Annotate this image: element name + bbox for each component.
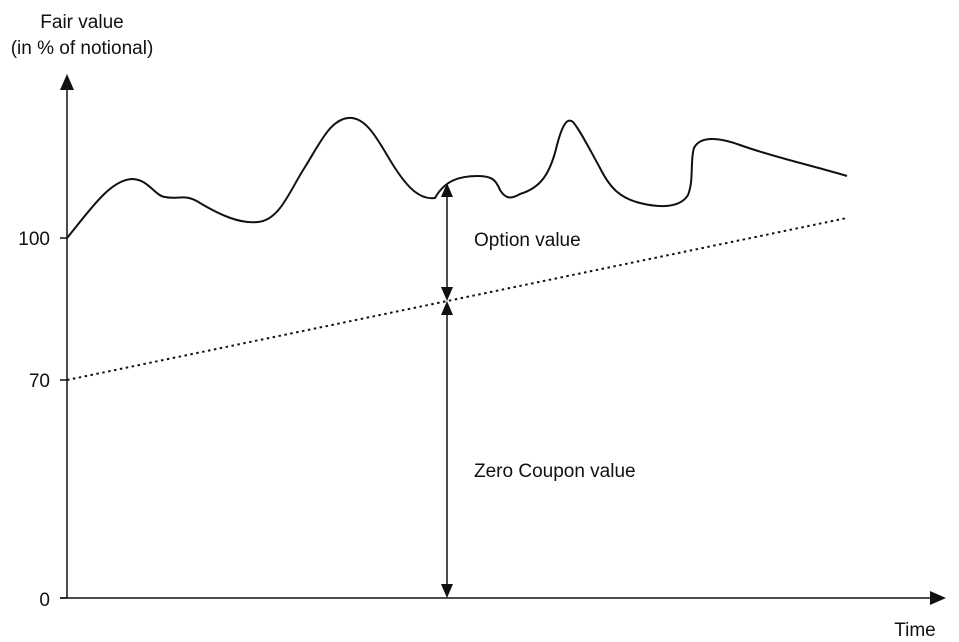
fair-value-curve (66, 116, 848, 239)
option-value-label: Option value (474, 230, 581, 251)
option-value-arrowhead-top (441, 183, 453, 197)
zero-coupon-arrowhead-top (441, 301, 453, 315)
y-axis-arrowhead (60, 74, 74, 90)
x-axis-title: Time (894, 620, 936, 641)
tick-label-0: 0 (39, 590, 50, 611)
option-value-arrowhead-bottom (441, 287, 453, 301)
x-axis-arrowhead (930, 591, 946, 605)
tick-label-100: 100 (18, 229, 50, 250)
zero-coupon-value-label: Zero Coupon value (474, 461, 636, 482)
zero-coupon-arrowhead-bottom (441, 584, 453, 598)
y-axis-title-line1: Fair value (40, 12, 123, 33)
y-axis-title-line2: (in % of notional) (11, 38, 154, 59)
tick-label-70: 70 (29, 371, 50, 392)
zero-coupon-line (66, 217, 848, 381)
